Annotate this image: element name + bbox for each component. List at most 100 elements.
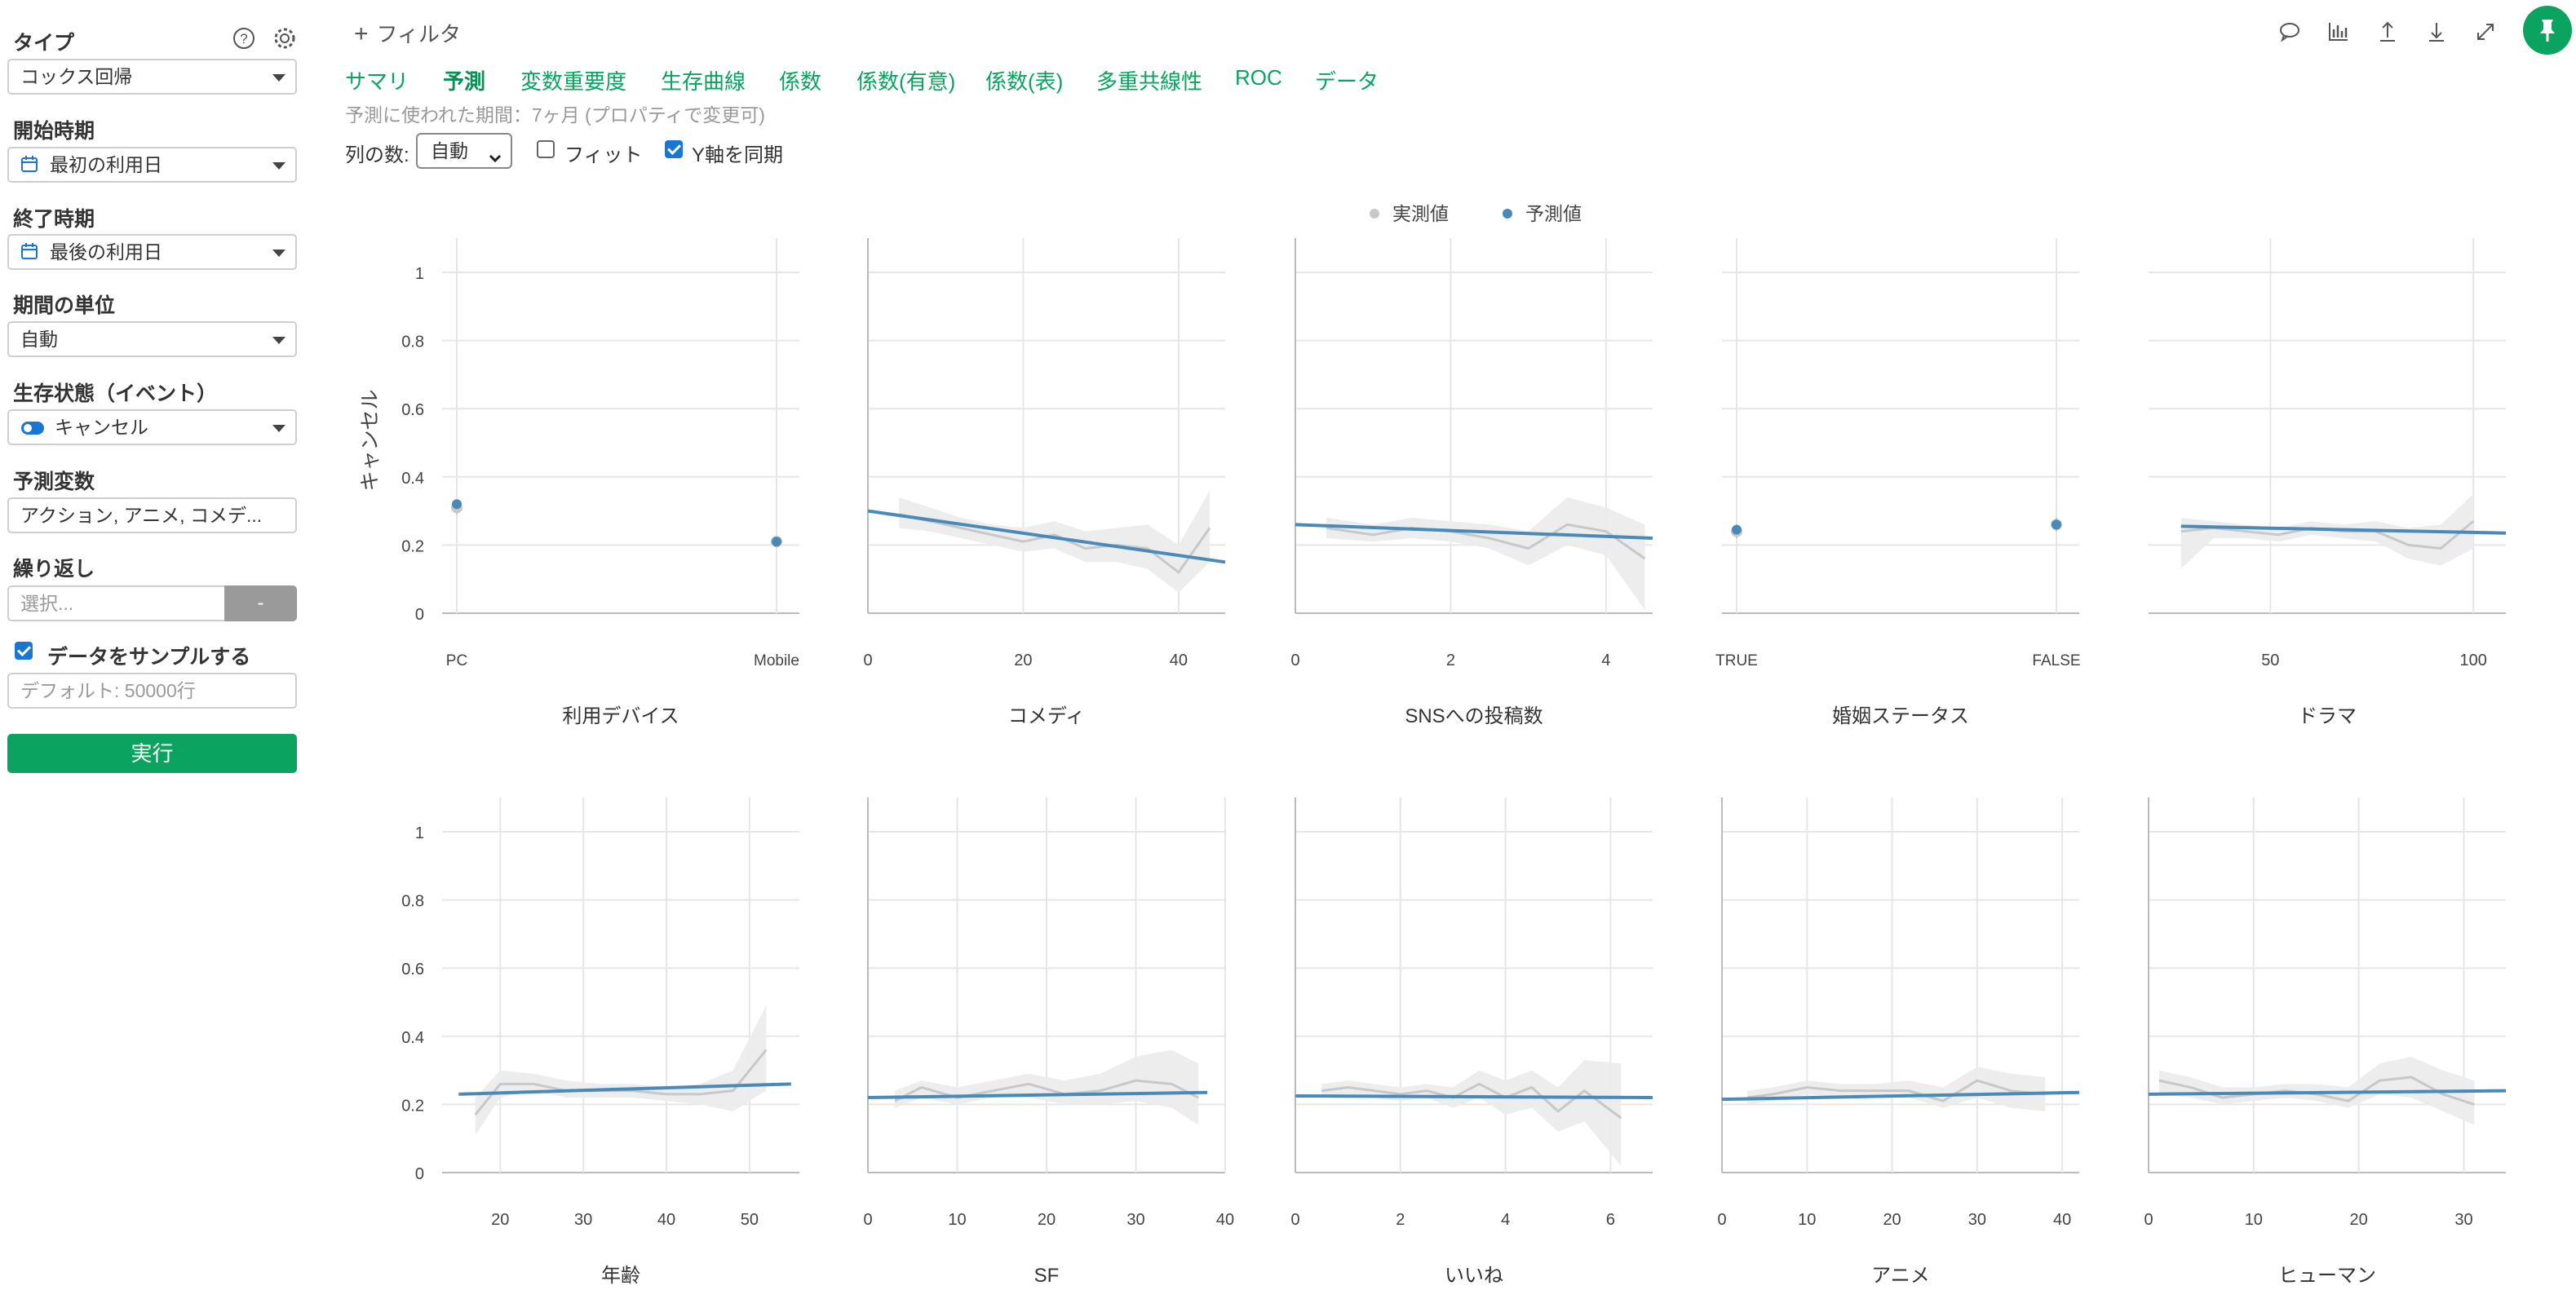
panel-title: ヒューマン [2278, 1265, 2376, 1287]
predictors-input[interactable]: アクション, アニメ, コメデ... [7, 497, 297, 533]
tab-variable-importance[interactable]: 変数重要度 [520, 69, 627, 94]
event-select[interactable]: キャンセル [7, 409, 297, 445]
type-select[interactable]: コックス回帰 [7, 59, 297, 95]
sidebar: タイプ ? コックス回帰 開始時期 最初の利用日 終了時期 最後の利用日 期間の… [0, 0, 310, 1290]
svg-text:?: ? [240, 31, 247, 46]
tab-multicollinearity[interactable]: 多重共線性 [1096, 69, 1203, 94]
filter-button[interactable]: + フィルタ [354, 18, 461, 48]
upload-icon[interactable] [2374, 18, 2401, 46]
chart-panel: 0 2 4 6 いいね [1290, 797, 1653, 1287]
tab-coefficients[interactable]: 係数 [779, 69, 822, 94]
x-tick-label: FALSE [2032, 652, 2080, 669]
columns-select[interactable]: 自動 [416, 133, 512, 169]
repeat-clear-button[interactable]: - [224, 585, 297, 621]
y-tick-label: 0 [415, 1165, 424, 1183]
confidence-band [475, 1005, 767, 1136]
repeat-placeholder: 選択... [20, 593, 74, 614]
x-tick-label: 40 [657, 1211, 675, 1229]
calendar-icon [20, 237, 38, 270]
panel-title: いいね [1445, 1265, 1503, 1287]
confidence-band [2180, 493, 2474, 569]
x-tick-label: 50 [2261, 652, 2279, 669]
panel-title: 利用デバイス [562, 705, 679, 727]
x-tick-label: 30 [1126, 1211, 1144, 1229]
run-button[interactable]: 実行 [7, 734, 297, 773]
repeat-select[interactable]: 選択... [7, 585, 226, 621]
legend-marker [1370, 209, 1379, 219]
start-select-value: 最初の利用日 [50, 154, 162, 175]
unit-select-value: 自動 [20, 329, 58, 350]
tab-summary[interactable]: サマリ [345, 69, 409, 94]
gear-icon[interactable] [273, 27, 296, 50]
fit-label: フィット [564, 144, 643, 166]
tab-coefficients-table[interactable]: 係数(表) [985, 69, 1064, 94]
predicted-point [1732, 524, 1742, 535]
actual-line [898, 513, 1211, 574]
y-tick-label: 0.2 [401, 537, 424, 555]
chevron-down-icon [272, 425, 285, 432]
download-icon[interactable] [2423, 18, 2450, 46]
chevron-down-icon [272, 250, 285, 257]
predicted-point [2052, 519, 2061, 530]
x-tick-label: Mobile [754, 652, 799, 669]
end-select[interactable]: 最後の利用日 [7, 234, 297, 270]
plus-icon: + [354, 20, 369, 47]
comment-icon[interactable] [2276, 18, 2304, 46]
event-select-value: キャンセル [55, 417, 148, 438]
end-select-value: 最後の利用日 [50, 241, 162, 263]
tab-prediction[interactable]: 予測 [443, 69, 486, 94]
predicted-line [458, 1082, 791, 1096]
panel-title: コメディ [1008, 705, 1085, 727]
unit-select[interactable]: 自動 [7, 321, 297, 357]
x-tick-label: 2 [1446, 652, 1455, 669]
y-tick-label: 1 [415, 824, 424, 842]
unit-label: 期間の単位 [13, 294, 116, 317]
expand-icon[interactable] [2472, 18, 2499, 46]
y-tick-label: 0.8 [401, 334, 424, 351]
checkbox-unchecked-icon [537, 140, 555, 158]
start-select[interactable]: 最初の利用日 [7, 147, 297, 183]
pin-icon[interactable] [2522, 5, 2573, 55]
predicted-line [1295, 523, 1653, 541]
x-tick-label: 20 [1038, 1211, 1056, 1229]
y-tick-label: 0.6 [401, 401, 424, 419]
y-axis-title: キャンセル [359, 389, 382, 491]
panel-title: アニメ [1871, 1265, 1930, 1287]
help-icon[interactable]: ? [232, 27, 255, 50]
confidence-band [2158, 1056, 2475, 1125]
x-tick-label: 20 [1883, 1211, 1901, 1229]
x-tick-label: 100 [2459, 652, 2486, 669]
x-tick-label: 0 [863, 1211, 872, 1229]
fit-checkbox[interactable] [537, 140, 555, 158]
tab-roc[interactable]: ROC [1235, 65, 1282, 90]
tab-survival-curve[interactable]: 生存曲線 [661, 69, 746, 94]
sync-y-checkbox[interactable] [665, 140, 683, 158]
tab-data[interactable]: データ [1315, 69, 1379, 94]
calendar-icon [20, 150, 38, 183]
confidence-band [1326, 497, 1645, 610]
chart-panel: 0 10 20 30 40 SF [863, 797, 1234, 1287]
chart-icon[interactable] [2325, 18, 2352, 46]
x-tick-label: 6 [1606, 1211, 1615, 1229]
actual-line [1326, 523, 1646, 560]
x-tick-label: 40 [1216, 1211, 1234, 1229]
chart-panel: 0 10 20 30 ヒューマン [2144, 797, 2507, 1287]
predicted-line [867, 1090, 1208, 1100]
panel-title: 年齢 [601, 1265, 640, 1287]
x-tick-label: 0 [2144, 1211, 2153, 1229]
x-tick-label: 4 [1601, 652, 1610, 669]
x-tick-label: 20 [2350, 1211, 2368, 1229]
checkbox-checked-icon [15, 642, 33, 660]
y-tick-label: 0.2 [401, 1097, 424, 1115]
y-tick-label: 0.4 [401, 1029, 424, 1047]
x-tick-label: 0 [1290, 1211, 1299, 1229]
sample-size-input[interactable]: デフォルト: 50000行 [7, 673, 297, 709]
repeat-label: 繰り返し [13, 558, 95, 581]
y-tick-label: 0 [415, 606, 424, 624]
sample-checkbox[interactable] [15, 642, 33, 660]
sample-label: データをサンプルする [47, 646, 251, 669]
confidence-band [1747, 1067, 2046, 1111]
tab-coefficients-significant[interactable]: 係数(有意) [856, 69, 956, 94]
event-label: 生存状態（イベント） [13, 382, 218, 405]
